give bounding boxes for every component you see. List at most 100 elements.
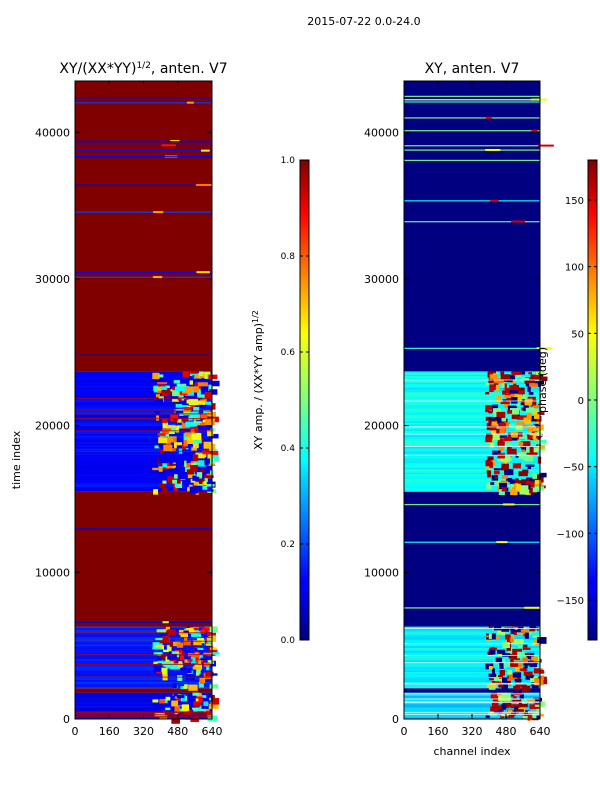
left-structure-cell xyxy=(180,659,190,663)
right-texture-row xyxy=(404,696,540,698)
right-ytick-label: 10000 xyxy=(364,566,399,579)
left-band-1 xyxy=(75,688,212,693)
left-structure-cell xyxy=(152,372,160,380)
right-structure-cell xyxy=(533,414,540,419)
left-structure-cell xyxy=(169,448,176,453)
right-structure-cell xyxy=(493,636,501,640)
left-structure-cell xyxy=(208,384,213,392)
right-structure-cell xyxy=(513,626,524,633)
right-texture-row xyxy=(404,712,540,715)
left-texture-row xyxy=(75,395,212,398)
right-band-3 xyxy=(404,491,540,627)
right-structure-cell xyxy=(497,708,502,714)
right-texture-row xyxy=(404,704,540,706)
left-structure-cell xyxy=(167,424,176,432)
left-texture-row xyxy=(75,448,212,450)
left-structure-cell xyxy=(167,653,177,660)
left-texture-row xyxy=(75,389,212,391)
left-streak xyxy=(75,450,212,452)
right-structure-cell xyxy=(528,660,534,664)
right-colorbar: −150 −100 −50 0 50 100 150 phase (deg) xyxy=(536,159,598,641)
left-texture-row xyxy=(75,641,212,643)
right-xtick-label: 0 xyxy=(401,725,408,738)
right-texture-row xyxy=(404,707,540,710)
right-texture-row xyxy=(404,463,540,465)
left-anomaly-blob xyxy=(201,149,210,152)
right-structure-cell xyxy=(497,675,504,678)
left-structure-cell xyxy=(187,695,196,702)
left-structure-cell xyxy=(171,700,179,707)
left-texture-row xyxy=(75,660,212,663)
left-texture-row xyxy=(75,442,212,444)
left-band-5 xyxy=(75,81,212,372)
right-structure-cell xyxy=(500,693,504,697)
left-structure-cell xyxy=(156,389,162,394)
right-structure-cell xyxy=(508,389,519,396)
right-texture-row xyxy=(404,628,540,630)
right-texture-row xyxy=(404,467,540,470)
left-structure-cell xyxy=(208,374,218,380)
left-anomaly-blob xyxy=(153,211,164,214)
right-structure-cell xyxy=(491,681,502,684)
left-structure-cell xyxy=(186,627,195,633)
left-texture-row xyxy=(75,474,212,476)
right-colorbar-tick-label: −100 xyxy=(557,529,584,540)
left-structure-cell xyxy=(173,419,177,423)
left-structure-cell xyxy=(203,708,210,713)
left-structure-cell xyxy=(154,411,161,416)
right-texture-row xyxy=(404,657,540,660)
right-texture-row xyxy=(404,461,540,463)
left-scan-line xyxy=(75,621,212,624)
left-structure-cell xyxy=(174,696,179,699)
right-structure-cell xyxy=(534,678,544,686)
right-texture-row xyxy=(404,655,540,658)
left-structure-cell xyxy=(176,700,182,703)
right-structure-cell xyxy=(485,382,489,386)
left-texture-row xyxy=(75,373,212,375)
right-texture-row xyxy=(404,487,540,489)
right-texture-row xyxy=(404,448,540,450)
left-texture-row xyxy=(75,421,212,423)
right-texture-row xyxy=(404,634,540,637)
right-structure-cell xyxy=(498,446,504,451)
left-structure-cell xyxy=(187,668,192,674)
right-structure-cell xyxy=(512,672,522,678)
left-texture-row xyxy=(75,371,212,374)
right-anomaly-blob xyxy=(531,129,538,132)
left-structure-cell xyxy=(198,660,202,666)
left-texture-row xyxy=(75,434,212,436)
left-structure-cell xyxy=(190,657,198,664)
right-structure-cell xyxy=(517,415,528,420)
right-structure-cell xyxy=(492,434,500,441)
right-structure-cell xyxy=(526,452,534,456)
left-structure-cell xyxy=(205,463,216,467)
right-structure-cell xyxy=(529,675,534,679)
right-structure-cell xyxy=(533,697,543,704)
right-texture-row xyxy=(404,422,540,425)
right-colorbar-tick-label: 50 xyxy=(571,329,584,340)
right-band-1 xyxy=(404,688,540,693)
right-structure-cell xyxy=(503,395,512,398)
right-streak xyxy=(404,662,540,664)
right-structure-cell xyxy=(524,652,531,657)
right-streak xyxy=(404,693,540,695)
right-structure-cell xyxy=(539,670,544,674)
right-texture-row xyxy=(404,392,540,394)
right-structure-cell xyxy=(498,683,504,688)
left-texture-row xyxy=(75,490,212,492)
left-structure-cell xyxy=(171,716,180,724)
right-structure-cell xyxy=(493,408,501,415)
left-structure-cell xyxy=(198,681,204,688)
right-structure-cell xyxy=(522,657,529,664)
right-structure-cell xyxy=(525,653,531,660)
right-structure-cell xyxy=(537,445,545,449)
left-scan-line xyxy=(75,150,212,152)
left-texture-row xyxy=(75,644,212,647)
right-structure-cell xyxy=(516,709,524,713)
right-structure-cell xyxy=(521,377,530,381)
left-structure-cell xyxy=(182,386,192,394)
left-anomaly-blob xyxy=(195,183,212,186)
left-structure-cell xyxy=(158,460,163,467)
right-structure-cell xyxy=(492,705,502,710)
left-texture-row xyxy=(75,630,212,632)
